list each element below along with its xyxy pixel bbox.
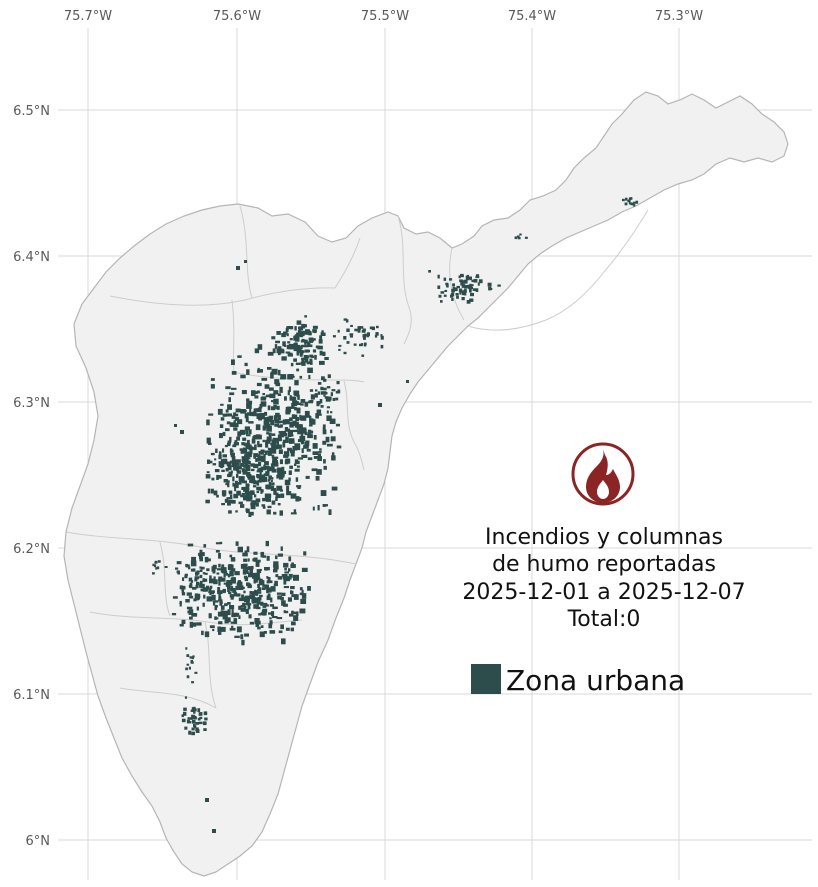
annotation-line-2: de humo reportadas — [492, 552, 716, 577]
longitude-labels: 75.7°W 75.6°W 75.5°W 75.4°W 75.3°W — [64, 9, 703, 24]
municipality-boundary — [231, 371, 365, 383]
longitude-tick-label: 75.6°W — [213, 9, 261, 24]
annotation-block: Incendios y columnas de humo reportadas … — [462, 525, 745, 632]
municipality-boundary — [467, 209, 649, 331]
legend: Zona urbana — [471, 664, 685, 697]
annotation-line-4: Total:0 — [567, 607, 641, 632]
municipality-boundary — [109, 287, 336, 306]
municipality-boundary — [89, 611, 303, 626]
municipality-boundary — [239, 205, 253, 299]
legend-swatch-zona-urbana — [471, 664, 501, 694]
municipality-boundary — [397, 215, 412, 345]
municipality-boundary — [343, 380, 365, 471]
longitude-tick-label: 75.5°W — [361, 9, 409, 24]
fire-icon — [571, 442, 635, 506]
latitude-tick-label: 6°N — [26, 834, 51, 849]
annotation-line-1: Incendios y columnas — [485, 525, 723, 550]
municipality-boundary — [65, 531, 357, 565]
longitude-tick-label: 75.7°W — [64, 9, 112, 24]
latitude-labels: 6.5°N 6.4°N 6.3°N 6.2°N 6.1°N 6°N — [13, 104, 50, 849]
annotation-line-3: 2025-12-01 a 2025-12-07 — [462, 580, 745, 605]
municipality-boundary — [334, 237, 361, 289]
latitude-tick-label: 6.2°N — [13, 542, 50, 557]
latitude-tick-label: 6.1°N — [13, 688, 50, 703]
municipality-boundary — [119, 687, 217, 709]
urban-zones-layer — [152, 197, 639, 833]
municipality-boundaries — [65, 205, 649, 709]
municipality-boundary — [449, 247, 465, 321]
longitude-tick-label: 75.3°W — [655, 9, 703, 24]
municipality-boundary — [204, 621, 217, 709]
fire-icon-flame — [586, 449, 620, 503]
legend-label-zona-urbana: Zona urbana — [506, 664, 685, 697]
latitude-tick-label: 6.3°N — [13, 396, 50, 411]
longitude-tick-label: 75.4°W — [508, 9, 556, 24]
municipality-boundary — [231, 299, 235, 373]
latitude-tick-label: 6.5°N — [13, 104, 50, 119]
latitude-tick-label: 6.4°N — [13, 250, 50, 265]
municipality-boundary — [159, 541, 171, 617]
